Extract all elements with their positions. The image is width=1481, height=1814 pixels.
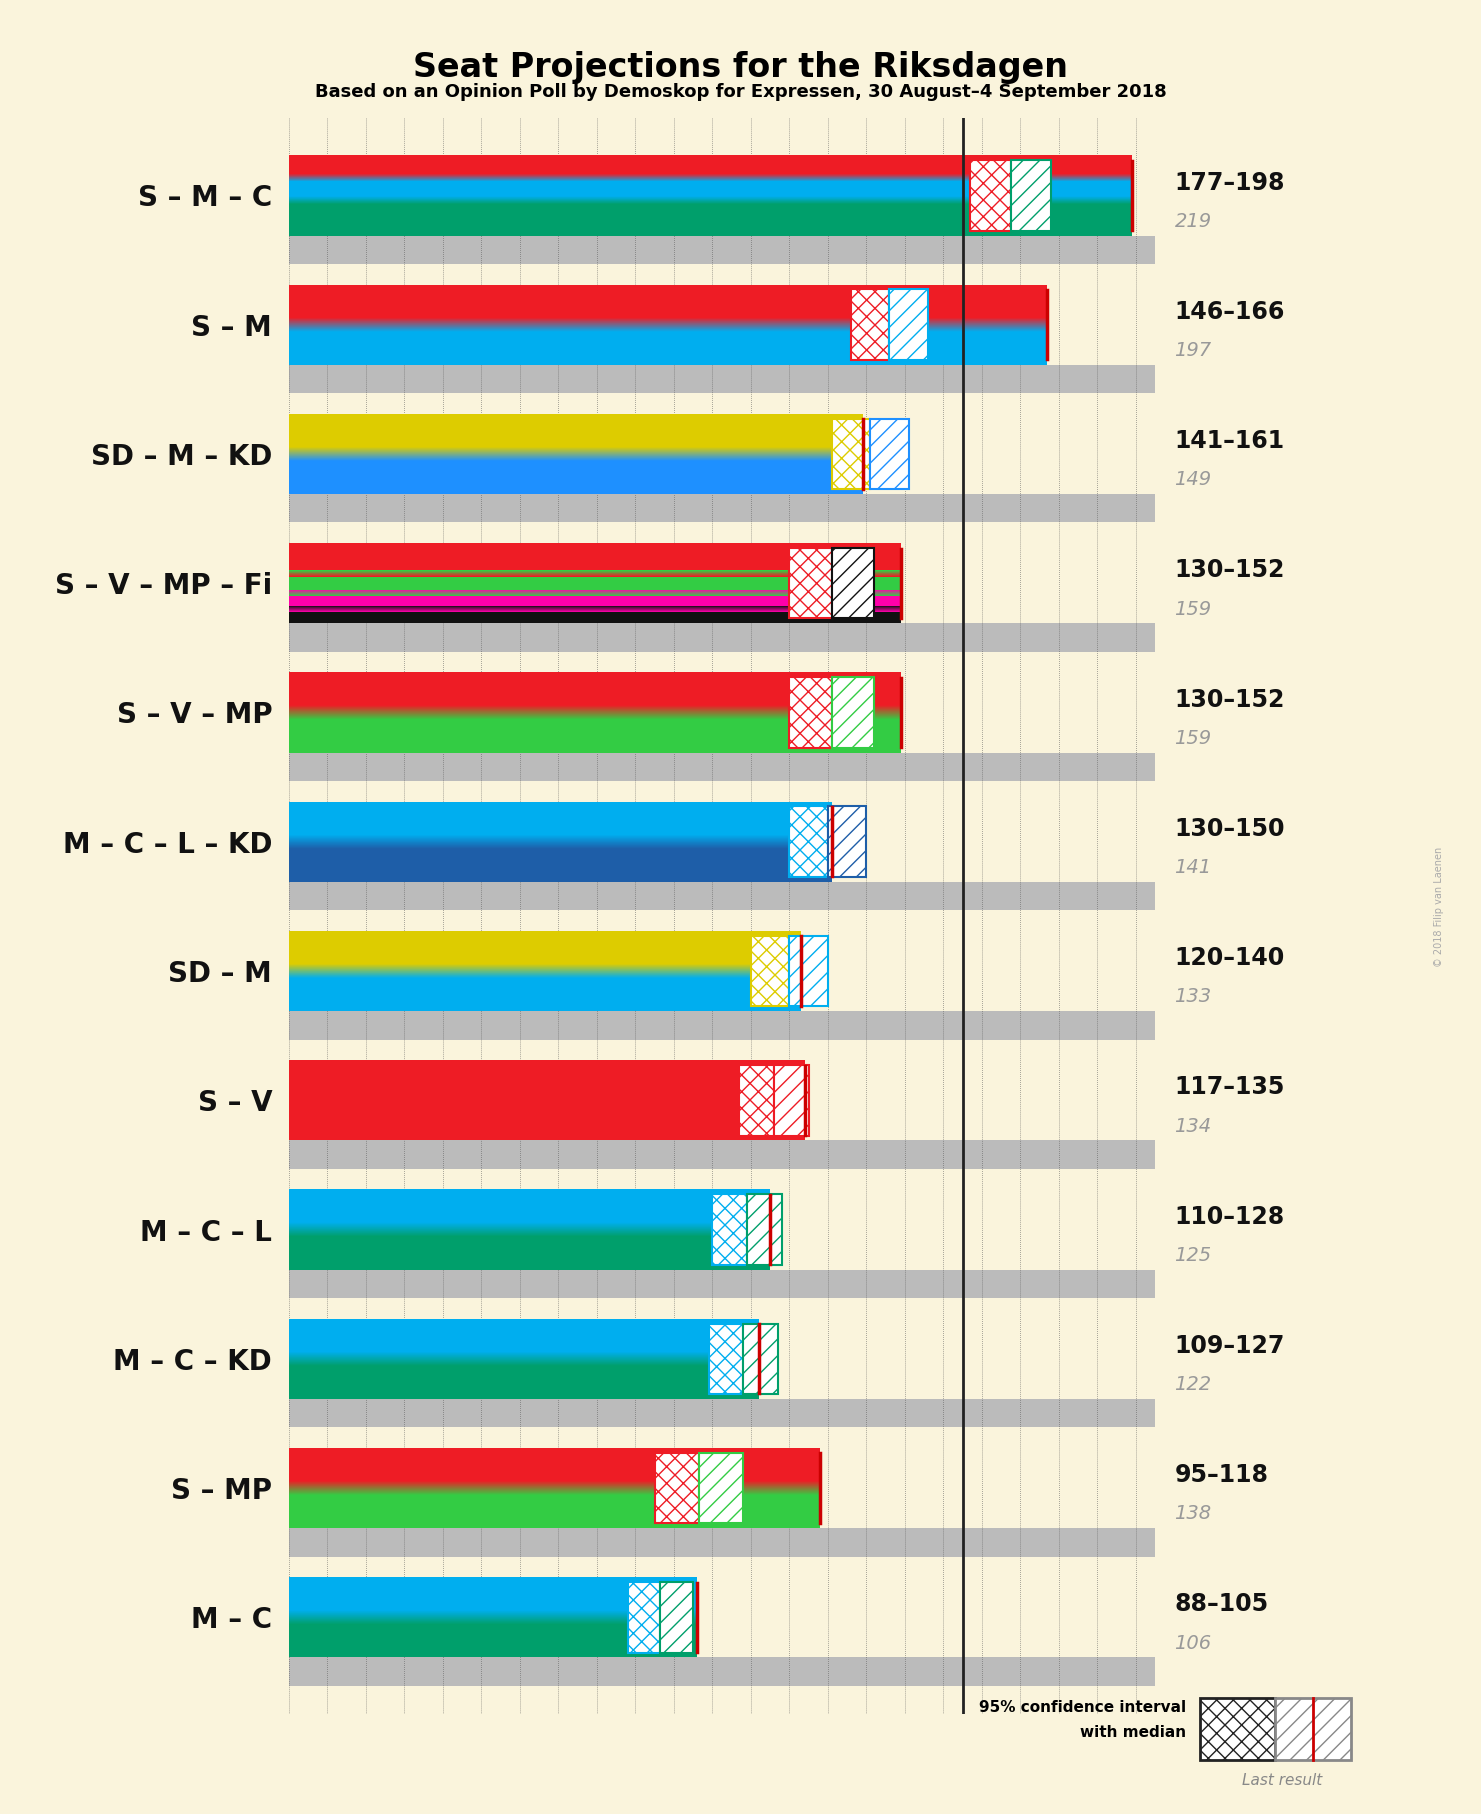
Text: 177–198: 177–198 <box>1174 171 1286 194</box>
Bar <box>289 493 1155 522</box>
Bar <box>1200 1698 1275 1760</box>
Bar <box>289 1270 1155 1299</box>
Text: 130–152: 130–152 <box>1174 688 1286 711</box>
Text: 122: 122 <box>1174 1375 1211 1395</box>
Text: 159: 159 <box>1174 600 1211 619</box>
Text: 197: 197 <box>1174 341 1211 359</box>
Bar <box>832 677 874 747</box>
Bar <box>775 1065 809 1136</box>
Bar <box>289 802 832 838</box>
Bar <box>746 1194 782 1264</box>
Bar <box>289 882 1155 911</box>
Text: 95% confidence interval: 95% confidence interval <box>979 1700 1186 1716</box>
Bar <box>789 677 832 747</box>
Bar <box>289 450 862 493</box>
Bar <box>289 236 1155 265</box>
Text: 117–135: 117–135 <box>1174 1076 1286 1099</box>
Bar <box>739 1065 775 1136</box>
Bar <box>708 1324 743 1393</box>
Text: 141–161: 141–161 <box>1174 430 1284 454</box>
Bar <box>871 419 909 490</box>
Bar <box>289 573 900 593</box>
Bar <box>655 1453 699 1524</box>
Bar <box>289 365 1155 394</box>
Bar <box>289 624 1155 651</box>
Bar <box>289 838 832 882</box>
Text: 134: 134 <box>1174 1117 1211 1136</box>
Bar <box>289 156 1131 178</box>
Text: 133: 133 <box>1174 987 1211 1007</box>
Bar <box>289 967 801 1010</box>
Bar <box>289 709 900 753</box>
Text: 149: 149 <box>1174 470 1211 490</box>
Bar <box>289 1527 1155 1556</box>
Bar <box>661 1582 693 1653</box>
Text: with median: with median <box>1080 1725 1186 1740</box>
Bar <box>289 1190 770 1226</box>
Bar <box>289 178 1131 200</box>
Bar <box>712 1194 746 1264</box>
Text: Seat Projections for the Riksdagen: Seat Projections for the Riksdagen <box>413 51 1068 83</box>
Text: 106: 106 <box>1174 1634 1211 1653</box>
Bar <box>743 1324 778 1393</box>
Text: 109–127: 109–127 <box>1174 1333 1286 1359</box>
Text: Based on an Opinion Poll by Demoskop for Expressen, 30 August–4 September 2018: Based on an Opinion Poll by Demoskop for… <box>314 83 1167 102</box>
Bar <box>289 753 1155 782</box>
Bar <box>289 1010 1155 1039</box>
Text: 125: 125 <box>1174 1246 1211 1264</box>
Bar <box>628 1582 661 1653</box>
Text: 130–152: 130–152 <box>1174 559 1286 582</box>
Bar <box>289 542 900 573</box>
Text: 88–105: 88–105 <box>1174 1593 1269 1616</box>
Bar <box>832 419 871 490</box>
Bar <box>289 673 900 709</box>
Bar <box>890 290 929 359</box>
Bar <box>289 1399 1155 1428</box>
Bar <box>289 200 1131 236</box>
Bar <box>289 414 862 450</box>
Bar <box>289 1576 698 1613</box>
Text: 138: 138 <box>1174 1504 1211 1524</box>
Bar <box>289 1319 758 1355</box>
Bar <box>289 931 801 967</box>
Bar <box>832 548 874 619</box>
Bar <box>289 285 1047 321</box>
Bar <box>289 1658 1155 1685</box>
Bar <box>289 610 900 624</box>
Bar <box>789 807 828 876</box>
Bar <box>289 1484 820 1527</box>
Text: 110–128: 110–128 <box>1174 1204 1284 1228</box>
Bar <box>852 290 890 359</box>
Text: Last result: Last result <box>1241 1772 1323 1789</box>
Bar <box>289 1059 804 1141</box>
Text: 120–140: 120–140 <box>1174 947 1284 970</box>
Text: 95–118: 95–118 <box>1174 1464 1268 1487</box>
Text: © 2018 Filip van Laenen: © 2018 Filip van Laenen <box>1434 847 1444 967</box>
Bar <box>289 593 900 610</box>
Bar <box>289 1613 698 1658</box>
Bar <box>828 807 866 876</box>
Bar <box>289 1448 820 1484</box>
Bar <box>289 321 1047 365</box>
Bar <box>789 936 828 1007</box>
Bar <box>289 1141 1155 1168</box>
Text: 146–166: 146–166 <box>1174 299 1286 323</box>
Bar <box>789 548 832 619</box>
Text: 130–150: 130–150 <box>1174 816 1286 842</box>
Text: 159: 159 <box>1174 729 1211 747</box>
Text: 141: 141 <box>1174 858 1211 878</box>
Bar <box>1275 1698 1351 1760</box>
Bar <box>699 1453 743 1524</box>
Bar <box>289 1355 758 1399</box>
Bar <box>289 1226 770 1270</box>
Bar <box>1012 160 1052 230</box>
Text: 219: 219 <box>1174 212 1211 230</box>
Bar <box>751 936 789 1007</box>
Bar <box>970 160 1012 230</box>
